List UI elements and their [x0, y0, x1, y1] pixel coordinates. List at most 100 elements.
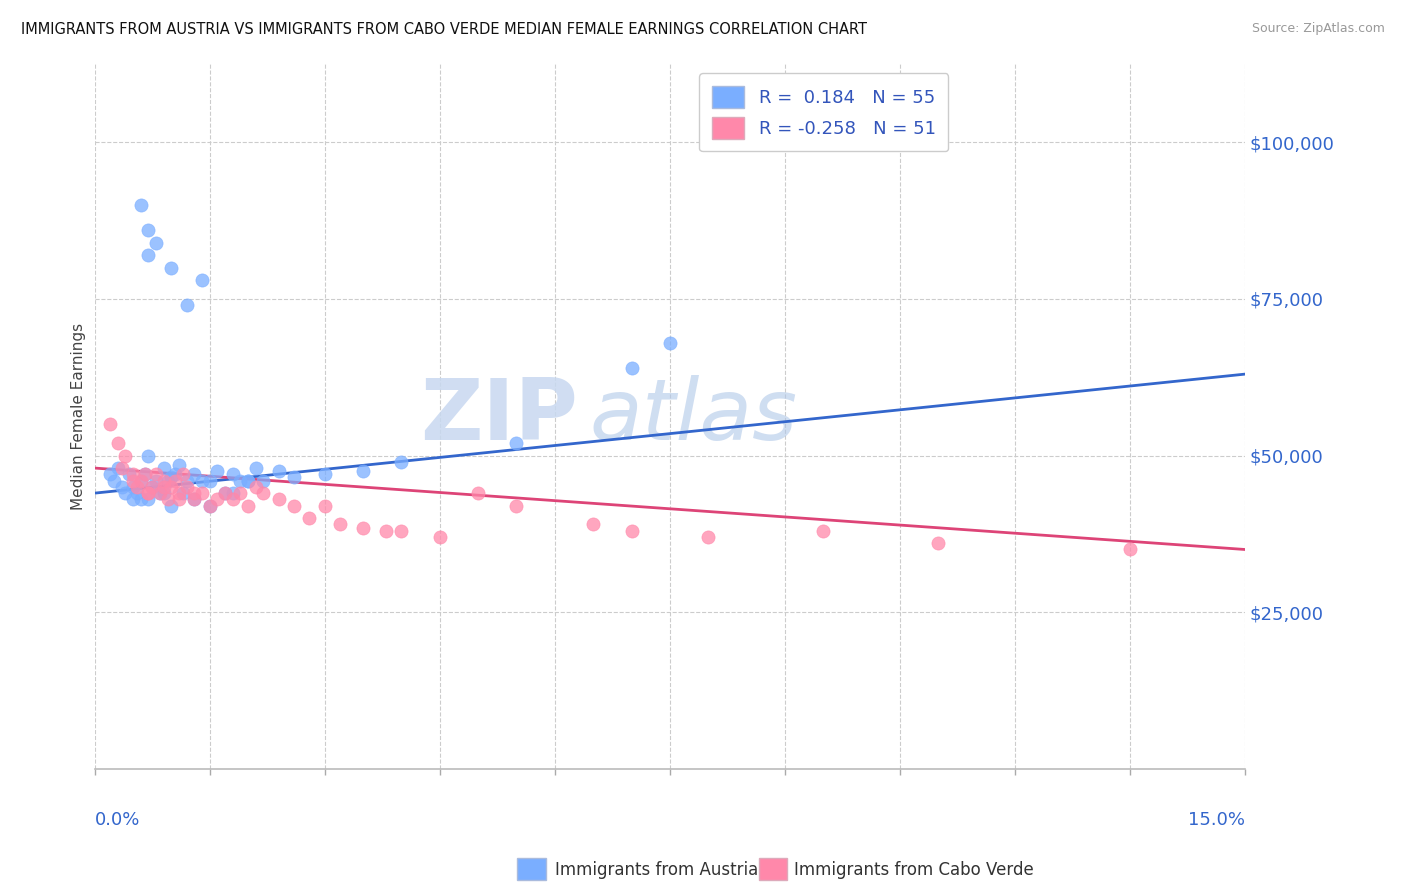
Point	[236, 499, 259, 513]
Point	[125, 480, 148, 494]
Point	[122, 480, 145, 494]
Point	[658, 335, 681, 350]
Point	[191, 474, 214, 488]
Point	[329, 517, 352, 532]
Point	[118, 467, 141, 482]
Point	[129, 474, 152, 488]
Text: Source: ZipAtlas.com: Source: ZipAtlas.com	[1251, 22, 1385, 36]
Point	[620, 360, 643, 375]
Point	[620, 524, 643, 538]
Point	[283, 499, 305, 513]
Point	[107, 461, 129, 475]
Point	[1119, 542, 1142, 557]
Point	[167, 486, 190, 500]
Text: Immigrants from Austria: Immigrants from Austria	[555, 861, 759, 879]
Point	[152, 461, 174, 475]
Point	[110, 480, 132, 494]
Point	[110, 461, 132, 475]
Point	[172, 486, 194, 500]
Point	[141, 480, 163, 494]
Point	[198, 499, 221, 513]
Point	[245, 480, 267, 494]
Point	[198, 499, 221, 513]
Point	[375, 524, 398, 538]
Point	[283, 470, 305, 484]
Point	[214, 486, 236, 500]
Point	[138, 449, 160, 463]
Point	[183, 467, 205, 482]
Point	[927, 536, 949, 550]
Point	[165, 474, 187, 488]
Point	[138, 486, 160, 500]
Point	[122, 492, 145, 507]
Point	[152, 486, 174, 500]
Point	[176, 474, 198, 488]
Point	[114, 449, 136, 463]
Point	[156, 474, 179, 488]
Point	[138, 492, 160, 507]
Point	[138, 486, 160, 500]
Point	[198, 474, 221, 488]
Point	[167, 458, 190, 472]
Point	[298, 511, 321, 525]
Point	[222, 492, 245, 507]
Point	[229, 486, 252, 500]
Point	[505, 436, 527, 450]
Point	[183, 486, 205, 500]
Point	[697, 530, 720, 544]
Point	[129, 474, 152, 488]
Point	[229, 474, 252, 488]
Text: 15.0%: 15.0%	[1188, 811, 1246, 829]
Point	[160, 480, 183, 494]
Point	[813, 524, 835, 538]
Point	[145, 467, 167, 482]
Point	[172, 467, 194, 482]
Point	[160, 260, 183, 275]
Point	[145, 235, 167, 250]
Point	[352, 520, 374, 534]
Point	[141, 480, 163, 494]
Point	[129, 492, 152, 507]
Point	[114, 486, 136, 500]
Point	[252, 486, 274, 500]
Point	[138, 248, 160, 262]
Point	[191, 486, 214, 500]
Point	[505, 499, 527, 513]
Point	[103, 474, 125, 488]
Point	[98, 467, 121, 482]
Point	[207, 492, 229, 507]
Text: ZIP: ZIP	[420, 375, 578, 458]
Point	[245, 461, 267, 475]
Point	[267, 492, 290, 507]
Y-axis label: Median Female Earnings: Median Female Earnings	[72, 323, 86, 510]
Point	[176, 480, 198, 494]
Point	[391, 455, 413, 469]
Legend: R =  0.184   N = 55, R = -0.258   N = 51: R = 0.184 N = 55, R = -0.258 N = 51	[699, 73, 949, 152]
Point	[176, 298, 198, 312]
Point	[391, 524, 413, 538]
Point	[236, 474, 259, 488]
Point	[160, 470, 183, 484]
Point	[352, 464, 374, 478]
Point	[152, 480, 174, 494]
Point	[207, 464, 229, 478]
Point	[122, 474, 145, 488]
Text: 0.0%: 0.0%	[94, 811, 141, 829]
Point	[314, 499, 336, 513]
Point	[222, 486, 245, 500]
Point	[167, 492, 190, 507]
Point	[160, 499, 183, 513]
Point	[122, 467, 145, 482]
Point	[429, 530, 451, 544]
Point	[107, 436, 129, 450]
Point	[98, 417, 121, 432]
Text: atlas: atlas	[589, 375, 797, 458]
Point	[582, 517, 605, 532]
Point	[267, 464, 290, 478]
Point	[314, 467, 336, 482]
Point	[134, 467, 156, 482]
Point	[152, 474, 174, 488]
Point	[125, 486, 148, 500]
Point	[222, 467, 245, 482]
Text: IMMIGRANTS FROM AUSTRIA VS IMMIGRANTS FROM CABO VERDE MEDIAN FEMALE EARNINGS COR: IMMIGRANTS FROM AUSTRIA VS IMMIGRANTS FR…	[21, 22, 868, 37]
